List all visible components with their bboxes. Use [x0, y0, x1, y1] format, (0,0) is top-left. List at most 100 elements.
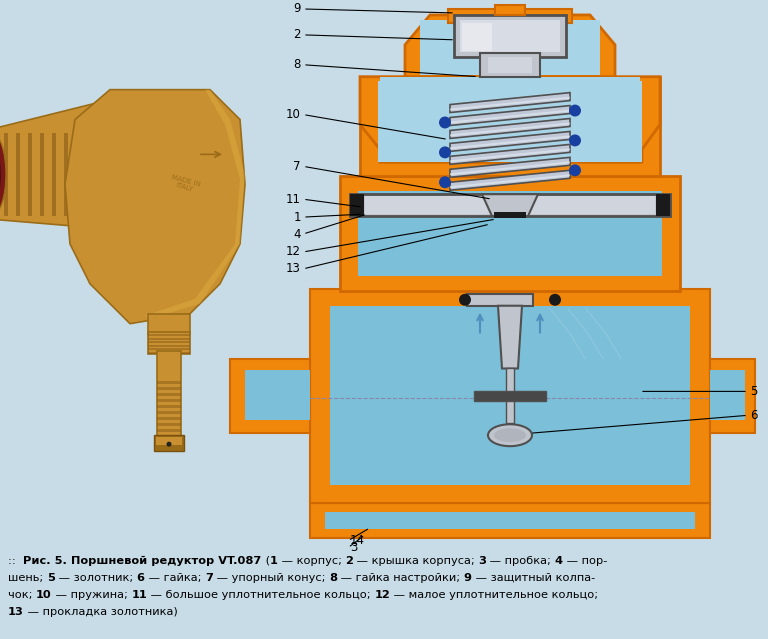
Text: 11: 11 [131, 590, 147, 600]
Bar [488, 57, 532, 73]
Text: 6: 6 [137, 573, 144, 583]
Text: чок;: чок; [8, 590, 36, 600]
Bar [4, 134, 8, 216]
Text: 10: 10 [286, 108, 301, 121]
Bar [330, 305, 690, 485]
Bar [380, 77, 640, 150]
Text: 6: 6 [750, 409, 757, 422]
Bar [0, 0, 275, 553]
Text: 9: 9 [293, 3, 301, 15]
Bar [156, 437, 182, 445]
Polygon shape [450, 118, 570, 139]
Text: 13: 13 [8, 607, 24, 617]
Text: шень;: шень; [8, 573, 47, 583]
Bar [157, 417, 181, 420]
Text: 8: 8 [329, 573, 336, 583]
Text: — упорный конус;: — упорный конус; [213, 573, 329, 583]
Circle shape [439, 116, 451, 128]
Bar [76, 134, 80, 216]
Polygon shape [450, 96, 570, 111]
Text: 5: 5 [750, 385, 757, 398]
Polygon shape [450, 174, 570, 189]
Bar [148, 337, 190, 339]
Polygon shape [450, 132, 570, 151]
Text: — прокладка золотника): — прокладка золотника) [24, 607, 177, 617]
Bar [462, 23, 492, 50]
Bar [52, 134, 56, 216]
Ellipse shape [494, 428, 526, 442]
Circle shape [549, 294, 561, 305]
Text: — гайка;: — гайка; [144, 573, 205, 583]
Bar [245, 371, 310, 420]
Polygon shape [450, 157, 570, 177]
Circle shape [439, 146, 451, 158]
Bar [310, 289, 710, 503]
Text: — гайка настройки;: — гайка настройки; [336, 573, 464, 583]
Bar [16, 134, 20, 216]
Circle shape [569, 164, 581, 176]
Text: 3: 3 [350, 541, 357, 554]
Ellipse shape [0, 144, 1, 204]
Polygon shape [450, 123, 570, 137]
Text: 1: 1 [293, 211, 301, 224]
Bar [365, 196, 655, 214]
Polygon shape [450, 148, 570, 162]
Text: — пор-: — пор- [563, 556, 607, 566]
Text: 2: 2 [345, 556, 353, 566]
Text: 9: 9 [464, 573, 472, 583]
Polygon shape [450, 109, 570, 123]
Bar [64, 134, 68, 216]
Bar [148, 314, 190, 334]
Bar [157, 405, 181, 408]
Bar [710, 371, 745, 420]
Bar [157, 435, 181, 438]
Bar [494, 212, 526, 218]
Bar [148, 341, 190, 343]
Bar [230, 358, 310, 433]
Text: — крышка корпуса;: — крышка корпуса; [353, 556, 478, 566]
Text: 7: 7 [205, 573, 213, 583]
Bar [656, 194, 670, 216]
Polygon shape [405, 15, 615, 77]
Text: 4: 4 [554, 556, 563, 566]
Text: 5: 5 [47, 573, 55, 583]
Circle shape [439, 176, 451, 189]
Polygon shape [482, 194, 538, 216]
Bar [350, 194, 364, 216]
Bar [157, 423, 181, 426]
Bar [710, 358, 755, 433]
Text: Рис. 5.: Рис. 5. [19, 556, 71, 566]
Polygon shape [0, 100, 120, 229]
Bar [40, 134, 44, 216]
Circle shape [569, 134, 581, 146]
Text: 4: 4 [293, 227, 301, 240]
Text: — пружина;: — пружина; [52, 590, 131, 600]
Bar [506, 369, 514, 423]
Ellipse shape [0, 134, 6, 215]
Text: 8: 8 [293, 58, 301, 71]
Text: — малое уплотнительное кольцо;: — малое уплотнительное кольцо; [390, 590, 598, 600]
Text: 2: 2 [293, 28, 301, 42]
Bar [157, 387, 181, 390]
Bar [420, 20, 600, 75]
Circle shape [167, 442, 171, 447]
Text: 12: 12 [286, 245, 301, 258]
Bar [148, 334, 190, 336]
Polygon shape [450, 144, 570, 164]
Bar [358, 191, 662, 276]
Bar [157, 399, 181, 403]
Polygon shape [450, 135, 570, 150]
Text: 12: 12 [374, 590, 390, 600]
Bar [88, 134, 92, 216]
Bar [360, 77, 660, 176]
Text: — пробка;: — пробка; [486, 556, 554, 566]
Text: — корпус;: — корпус; [277, 556, 345, 566]
Polygon shape [450, 93, 570, 112]
Polygon shape [450, 171, 570, 190]
Bar [148, 351, 190, 353]
Bar [157, 429, 181, 432]
Text: 1: 1 [270, 556, 277, 566]
Text: 3: 3 [478, 556, 486, 566]
Text: 11: 11 [286, 193, 301, 206]
Bar [474, 392, 546, 401]
